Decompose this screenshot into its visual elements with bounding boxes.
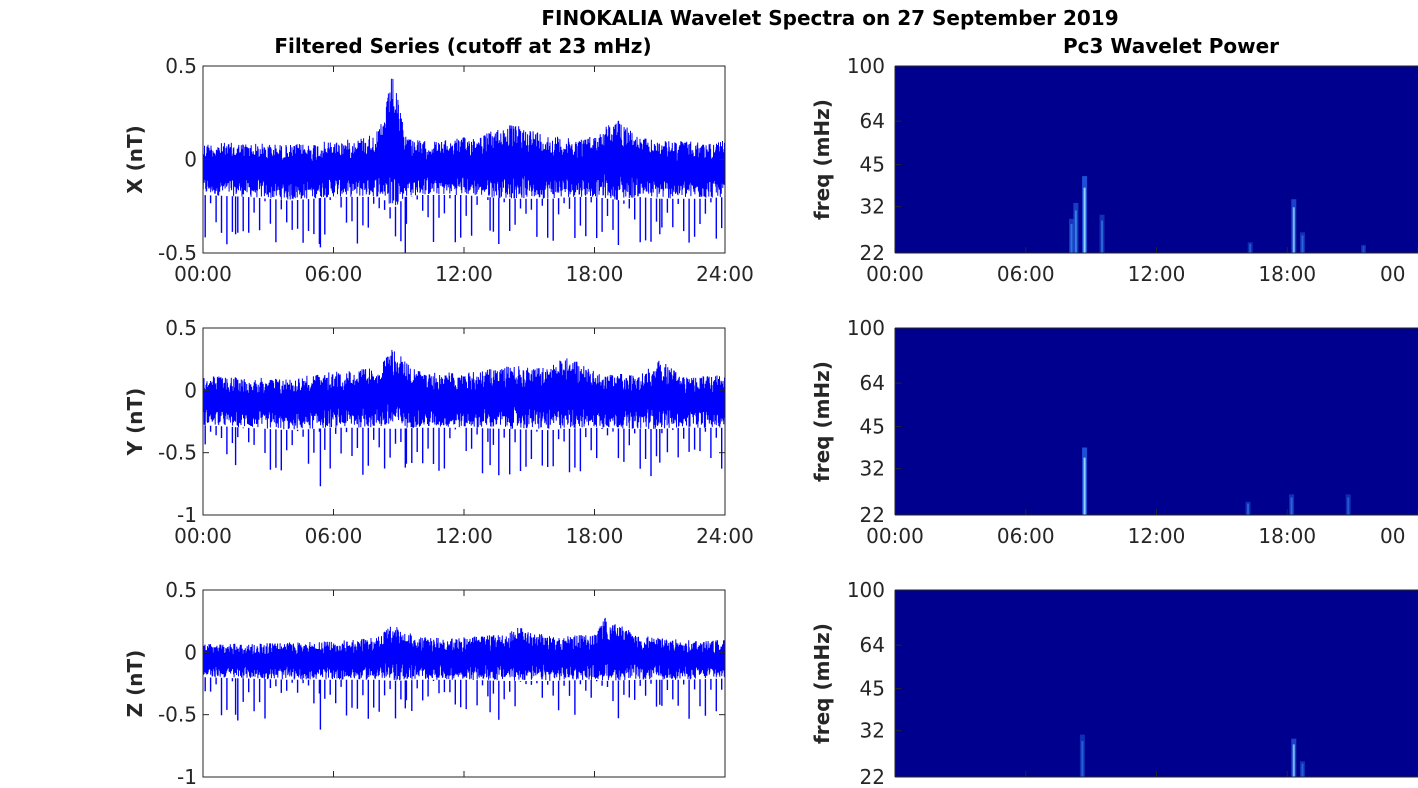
wavelet-burst: [1079, 734, 1085, 777]
x-tick-label: 00:00: [174, 524, 232, 548]
wavelet-panel-z: 100 64 45 32 22 freq (mHz): [810, 578, 1418, 788]
x-tick-label: 06:00: [305, 262, 363, 286]
signal-dips-x: [204, 195, 723, 253]
y-tick-label: 45: [860, 415, 885, 439]
y-tick-label: 0.5: [165, 316, 197, 340]
timeseries-panel-x: -0.5 0 0.5 00:00 06:00 12:00 18:00 24:00 X (nT): [123, 54, 754, 286]
y-tick-label: 64: [860, 109, 885, 133]
timeseries-panel-z: -1 -0.5 0 0.5 Z (nT): [123, 578, 726, 788]
signal-line-z: [202, 617, 726, 681]
left-column-title: Filtered Series (cutoff at 23 mHz): [274, 34, 651, 58]
x-tick-label: 18:00: [1258, 262, 1316, 286]
y-tick-label: -0.5: [158, 703, 197, 727]
y-tick-label: 100: [847, 54, 885, 78]
x-tick-label: 06:00: [997, 262, 1055, 286]
y-tick-label: 22: [860, 765, 885, 788]
wavelet-background: [895, 328, 1418, 515]
timeseries-panel-y: -1 -0.5 0 0.5 00:00 06:00 12:00 18:00 24:00 Y (nT…: [123, 316, 754, 548]
y-axis-label: freq (mHz): [810, 623, 834, 744]
signal-line-y: [202, 349, 726, 430]
y-axis-label: Y (nT): [123, 388, 147, 457]
y-tick-label: 22: [860, 503, 885, 527]
x-tick-label: 12:00: [435, 524, 493, 548]
y-tick-label: 64: [860, 633, 885, 657]
x-tick-label: 12:00: [1128, 524, 1186, 548]
y-tick-label: 0: [184, 640, 197, 664]
x-tick-label: 00: [1380, 524, 1405, 548]
wavelet-burst: [1082, 176, 1088, 253]
figure-title: FINOKALIA Wavelet Spectra on 27 Septembe…: [541, 6, 1118, 30]
signal-dips-y: [204, 425, 723, 487]
y-tick-label: 0: [184, 148, 197, 172]
y-axis-label: X (nT): [123, 125, 147, 194]
y-tick-label: -1: [177, 503, 197, 527]
y-tick-label: -1: [177, 765, 197, 788]
y-axis-label: freq (mHz): [810, 361, 834, 482]
x-tick-label: 12:00: [435, 262, 493, 286]
x-tick-label: 00:00: [866, 262, 924, 286]
panels-group: -0.500.500:00 06:00 12:00 18:00 24:00X (nT)-…: [123, 54, 1418, 788]
y-tick-label: 32: [860, 719, 885, 743]
x-tick-label: 18:00: [566, 262, 624, 286]
wavelet-burst: [1361, 244, 1367, 253]
wavelet-burst: [1291, 199, 1297, 253]
right-column-title: Pc3 Wavelet Power: [1063, 34, 1279, 58]
y-tick-label: 45: [860, 153, 885, 177]
wavelet-burst: [1300, 761, 1306, 777]
y-tick-label: -0.5: [158, 241, 197, 265]
signal-dips-z: [204, 677, 723, 730]
x-tick-label: 06:00: [997, 524, 1055, 548]
y-axis-label: Z (nT): [123, 650, 147, 718]
wavelet-burst: [1069, 218, 1075, 253]
x-tick-label: 24:00: [696, 524, 754, 548]
wavelet-burst: [1300, 232, 1306, 253]
y-tick-label: 22: [860, 241, 885, 265]
y-axis-label: freq (mHz): [810, 99, 834, 220]
x-tick-label: 12:00: [1128, 262, 1186, 286]
x-tick-label: 18:00: [566, 524, 624, 548]
x-tick-label: 00: [1380, 262, 1405, 286]
x-tick-label: 00:00: [174, 262, 232, 286]
wavelet-burst: [1245, 501, 1251, 515]
x-tick-label: 24:00: [696, 262, 754, 286]
wavelet-burst: [1289, 494, 1295, 515]
signal-line-x: [202, 78, 726, 206]
wavelet-burst: [1099, 214, 1105, 253]
wavelet-background: [895, 66, 1418, 253]
y-tick-label: 32: [860, 195, 885, 219]
x-tick-label: 00:00: [866, 524, 924, 548]
y-tick-label: 100: [847, 316, 885, 340]
x-tick-label: 18:00: [1258, 524, 1316, 548]
x-tick-label: 06:00: [305, 524, 363, 548]
y-tick-label: 64: [860, 371, 885, 395]
wavelet-burst: [1345, 494, 1351, 515]
y-tick-label: 45: [860, 677, 885, 701]
wavelet-background: [895, 590, 1418, 777]
y-tick-label: 0.5: [165, 54, 197, 78]
y-tick-label: 0.5: [165, 578, 197, 602]
y-tick-label: -0.5: [158, 441, 197, 465]
wavelet-burst: [1247, 242, 1253, 253]
y-tick-label: 100: [847, 578, 885, 602]
y-tick-label: 0: [184, 378, 197, 402]
wavelet-burst: [1082, 447, 1088, 515]
y-tick-label: 32: [860, 457, 885, 481]
wavelet-burst: [1291, 738, 1297, 777]
wavelet-burst: [1073, 202, 1079, 253]
